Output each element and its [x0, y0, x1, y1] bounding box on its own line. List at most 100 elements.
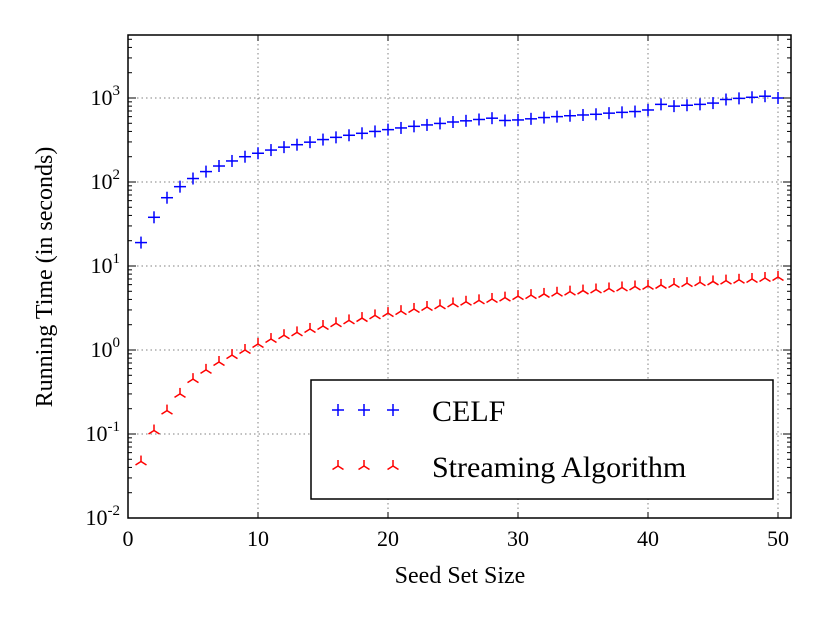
y-tick-label: 103: [91, 83, 121, 110]
streaming-point: [668, 278, 680, 289]
streaming-point: [525, 289, 537, 300]
celf-point: [265, 144, 277, 157]
streaming-point: [512, 290, 524, 301]
celf-point: [577, 108, 589, 121]
celf-point: [512, 113, 524, 126]
celf-point: [746, 91, 758, 104]
celf-point: [356, 127, 368, 140]
streaming-point: [590, 283, 602, 294]
streaming-point: [265, 333, 277, 344]
y-tick-label: 102: [91, 167, 121, 194]
celf-point: [551, 110, 563, 123]
x-tick-label: 20: [377, 526, 399, 551]
streaming-point: [421, 301, 433, 312]
y-tick-label: 10-2: [86, 503, 121, 530]
legend-marker-streaming: [387, 460, 399, 471]
streaming-point: [148, 424, 160, 435]
celf-point: [733, 92, 745, 105]
streaming-point: [382, 307, 394, 318]
legend-marker-streaming: [358, 460, 370, 471]
celf-point: [135, 236, 147, 249]
legend-label-celf: CELF: [432, 395, 505, 428]
legend: CELF Streaming Algorithm: [310, 379, 774, 500]
celf-point: [148, 211, 160, 224]
streaming-point: [772, 270, 784, 282]
x-tick-label: 10: [247, 526, 269, 551]
streaming-point: [278, 329, 290, 340]
celf-point: [395, 121, 407, 134]
celf-point: [525, 112, 537, 125]
celf-point: [655, 98, 667, 111]
marks-layer: [135, 90, 784, 466]
celf-point: [252, 147, 264, 160]
streaming-point: [551, 286, 563, 297]
x-tick-label: 30: [507, 526, 529, 551]
legend-marker-streaming: [332, 460, 344, 471]
celf-point: [174, 180, 186, 193]
streaming-point: [187, 373, 199, 384]
streaming-point: [291, 326, 303, 337]
celf-point: [161, 191, 173, 204]
celf-point: [317, 133, 329, 146]
legend-label-streaming: Streaming Algorithm: [432, 451, 686, 484]
streaming-point: [447, 297, 459, 308]
streaming-point: [369, 309, 381, 320]
celf-point: [460, 114, 472, 127]
celf-point: [616, 106, 628, 119]
streaming-point: [616, 281, 628, 292]
celf-point: [473, 113, 485, 126]
x-tick-label: 50: [767, 526, 789, 551]
streaming-point: [356, 312, 368, 323]
celf-point: [564, 109, 576, 122]
streaming-point: [538, 287, 550, 299]
streaming-point: [174, 387, 186, 399]
x-axis-title: Seed Set Size: [395, 563, 526, 589]
celf-point: [330, 131, 342, 144]
celf-point: [772, 92, 784, 104]
celf-point: [239, 150, 251, 163]
streaming-point: [564, 285, 576, 296]
streaming-point: [460, 295, 472, 306]
celf-point: [681, 99, 693, 112]
streaming-point: [603, 282, 615, 293]
celf-point: [447, 115, 459, 128]
streaming-point: [473, 294, 485, 305]
streaming-point: [434, 299, 446, 310]
celf-point: [499, 114, 511, 127]
celf-point: [707, 97, 719, 110]
celf-point: [694, 98, 706, 111]
plot-frame: [127, 34, 792, 519]
streaming-point: [746, 273, 758, 284]
streaming-point: [720, 274, 732, 285]
streaming-point: [239, 344, 251, 355]
streaming-point: [694, 276, 706, 287]
streaming-point: [759, 271, 771, 283]
celf-point: [278, 141, 290, 154]
x-tick-label: 0: [123, 526, 134, 551]
streaming-point: [200, 363, 212, 375]
legend-box: [310, 379, 774, 500]
legend-marker-celf: [358, 404, 370, 416]
celf-point: [434, 117, 446, 130]
streaming-point: [395, 305, 407, 316]
streaming-point: [317, 320, 329, 331]
streaming-point: [642, 279, 654, 291]
celf-point: [421, 118, 433, 131]
streaming-point: [213, 355, 225, 367]
celf-point: [603, 107, 615, 120]
streaming-point: [655, 278, 667, 290]
celf-point: [759, 90, 771, 103]
streaming-point: [733, 273, 745, 284]
y-tick-label: 100: [91, 335, 121, 362]
streaming-point: [499, 291, 511, 302]
celf-point: [590, 108, 602, 121]
streaming-point: [629, 280, 641, 291]
celf-point: [369, 125, 381, 138]
celf-point: [187, 172, 199, 185]
celf-point: [486, 112, 498, 125]
celf-point: [668, 100, 680, 113]
y-axis-title: Running Time (in seconds): [32, 147, 58, 408]
y-tick-label: 101: [91, 251, 121, 278]
celf-point: [642, 103, 654, 116]
